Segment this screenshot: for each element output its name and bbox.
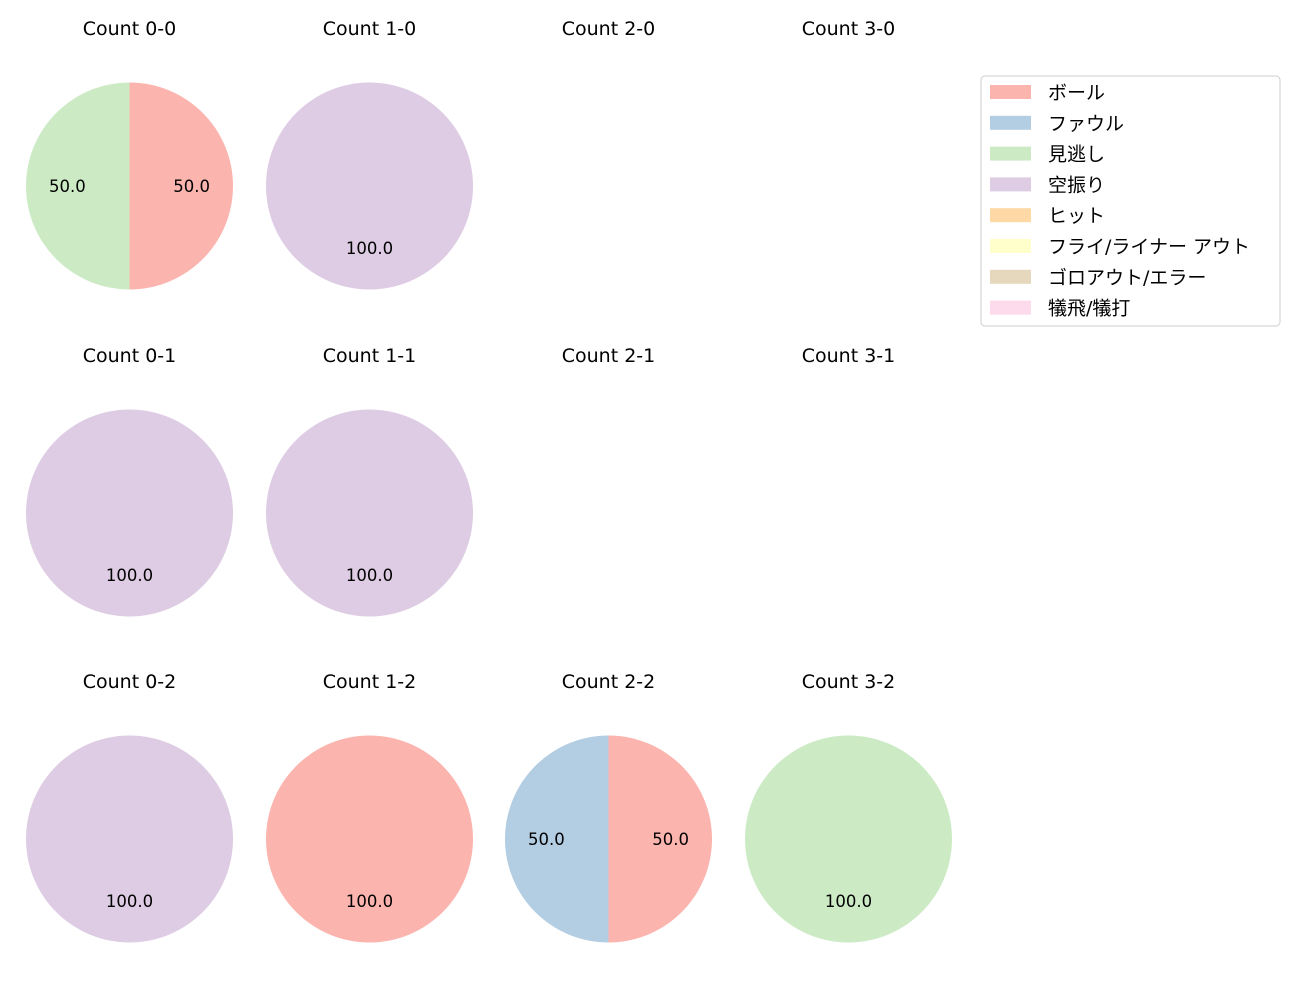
pie-slice bbox=[745, 735, 952, 943]
pie-chart: Count 2-0 bbox=[562, 18, 656, 40]
legend-swatch bbox=[990, 85, 1031, 99]
legend-frame bbox=[980, 75, 1281, 327]
pie-value-label: 100.0 bbox=[825, 892, 872, 911]
pie-slice bbox=[25, 82, 130, 290]
pie-value-label: 100.0 bbox=[346, 892, 393, 911]
pie-chart: Count 2-2 50.0 50.0 bbox=[505, 671, 712, 943]
pie-chart: Count 0-0 50.0 50.0 bbox=[25, 18, 234, 290]
legend-swatch bbox=[990, 269, 1031, 284]
legend-swatch bbox=[990, 177, 1031, 192]
pie-slice bbox=[608, 735, 712, 943]
pie-slice bbox=[26, 735, 233, 943]
legend-swatch bbox=[990, 146, 1031, 161]
pie-title: Count 0-0 bbox=[83, 18, 177, 40]
pie-title: Count 3-0 bbox=[802, 18, 896, 40]
legend-swatch bbox=[990, 115, 1031, 130]
legend-swatch bbox=[990, 239, 1031, 253]
pie-slice bbox=[26, 409, 233, 617]
pie-slice bbox=[266, 82, 473, 290]
pie-value-label: 50.0 bbox=[49, 177, 86, 196]
legend-swatch bbox=[990, 208, 1031, 223]
legend-label: フライ/ライナー アウト bbox=[1048, 236, 1250, 258]
legend-label: 見逃し bbox=[1048, 144, 1105, 166]
pie-title: Count 3-2 bbox=[802, 671, 896, 693]
legend-swatch bbox=[990, 300, 1031, 315]
legend-label: ファウル bbox=[1048, 113, 1124, 135]
legend-entry: ゴロアウト/エラー bbox=[990, 267, 1206, 289]
pie-chart: Count 3-0 bbox=[802, 18, 896, 40]
pie-title: Count 3-1 bbox=[802, 345, 896, 367]
legend-entry: 見逃し bbox=[990, 144, 1105, 166]
legend-entry: 空振り bbox=[990, 174, 1105, 196]
pie-title: Count 0-1 bbox=[83, 345, 177, 367]
pie-value-label: 100.0 bbox=[346, 566, 393, 585]
pie-chart: Count 2-1 bbox=[562, 345, 656, 367]
pie-value-label: 50.0 bbox=[528, 830, 565, 849]
pie-chart: Count 0-2 100.0 bbox=[26, 671, 233, 943]
pie-title: Count 1-1 bbox=[323, 345, 417, 367]
pie-chart: Count 1-1 100.0 bbox=[266, 345, 473, 617]
pie-title: Count 2-2 bbox=[562, 671, 656, 693]
pie-charts: Count 0-0 50.0 50.0 Count 1-0 100.0 Count 2-0… bbox=[25, 18, 952, 943]
legend-label: ゴロアウト/エラー bbox=[1048, 267, 1206, 289]
pie-chart: Count 1-0 100.0 bbox=[266, 18, 473, 290]
pie-value-label: 100.0 bbox=[106, 892, 153, 911]
legend-label: ボール bbox=[1048, 82, 1105, 104]
legend-entry: 犠飛/犠打 bbox=[990, 298, 1130, 320]
pie-title: Count 0-2 bbox=[83, 671, 177, 693]
pie-slice bbox=[266, 735, 473, 943]
pie-value-label: 50.0 bbox=[652, 830, 689, 849]
legend-entry: ボール bbox=[990, 82, 1105, 104]
legend-entry: フライ/ライナー アウト bbox=[990, 236, 1250, 258]
pie-value-label: 100.0 bbox=[106, 566, 153, 585]
pie-title: Count 1-2 bbox=[323, 671, 417, 693]
pie-chart: Count 3-1 bbox=[802, 345, 896, 367]
pie-slice bbox=[129, 82, 234, 290]
pie-value-label: 50.0 bbox=[173, 177, 210, 196]
legend-entry: ヒット bbox=[990, 205, 1105, 227]
pie-title: Count 1-0 bbox=[323, 18, 417, 40]
legend-entry: ファウル bbox=[990, 113, 1124, 135]
legend-label: 空振り bbox=[1048, 174, 1105, 196]
pie-slice bbox=[505, 735, 609, 943]
pie-slice bbox=[266, 409, 473, 617]
pie-chart: Count 1-2 100.0 bbox=[266, 671, 473, 943]
pie-title: Count 2-1 bbox=[562, 345, 656, 367]
pie-chart: Count 0-1 100.0 bbox=[26, 345, 233, 617]
legend-label: 犠飛/犠打 bbox=[1048, 298, 1130, 320]
pie-chart: Count 3-2 100.0 bbox=[745, 671, 952, 943]
legend-label: ヒット bbox=[1048, 205, 1105, 227]
pie-title: Count 2-0 bbox=[562, 18, 656, 40]
pie-value-label: 100.0 bbox=[346, 239, 393, 258]
